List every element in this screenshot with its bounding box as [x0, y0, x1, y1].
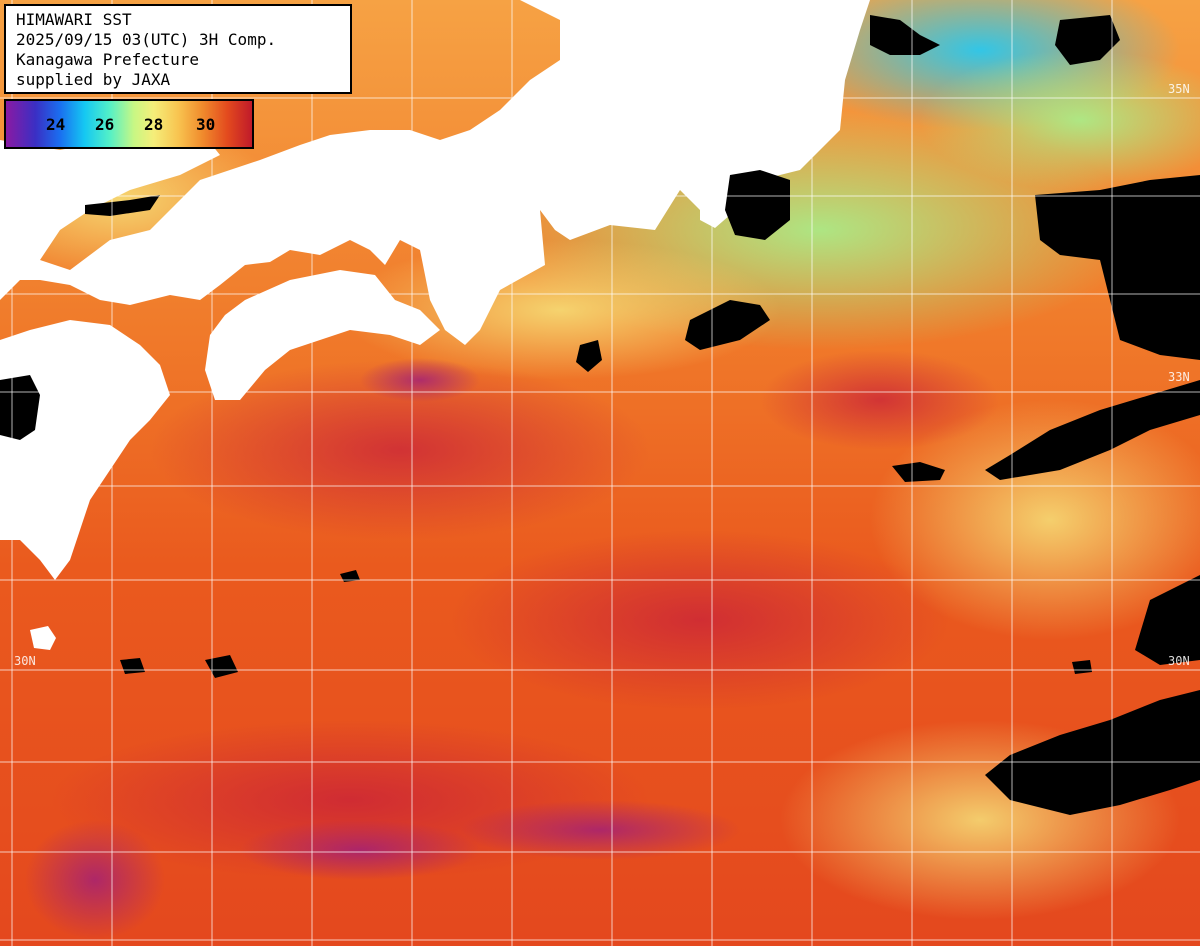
- warm-patch: [450, 530, 950, 710]
- shikoku-land: [205, 270, 440, 400]
- lat-label-35n-right: 35N: [1168, 82, 1190, 96]
- title-product: HIMAWARI SST: [16, 10, 132, 29]
- kyushu-land: [0, 320, 170, 580]
- title-box: HIMAWARI SST 2025/09/15 03(UTC) 3H Comp.…: [4, 4, 352, 94]
- hot-patch: [25, 820, 165, 940]
- legend-tick-24: 24: [46, 115, 66, 134]
- cloud-mask: [0, 15, 1200, 815]
- honshu-land: [0, 0, 870, 345]
- hot-patch: [360, 358, 480, 402]
- cool-north-band: [920, 50, 1200, 190]
- legend-tick-26: 26: [95, 115, 115, 134]
- warm-patch: [760, 350, 1000, 450]
- warm-patch: [150, 360, 650, 540]
- lat-label-33n-right: 33N: [1168, 370, 1190, 384]
- lat-label-30n-right: 30N: [1168, 654, 1190, 668]
- tanegashima-land: [30, 626, 56, 650]
- color-scale-legend: 24 26 28 30: [4, 99, 254, 149]
- title-region: Kanagawa Prefecture: [16, 50, 200, 69]
- lat-label-30n-left: 30N: [14, 654, 36, 668]
- izu-peninsula-land: [700, 190, 730, 228]
- hot-patch: [460, 800, 740, 860]
- title-credit: supplied by JAXA: [16, 70, 171, 89]
- legend-tick-30: 30: [196, 115, 216, 134]
- legend-tick-28: 28: [144, 115, 164, 134]
- hot-patch: [240, 820, 480, 880]
- title-timestamp: 2025/09/15 03(UTC) 3H Comp.: [16, 30, 277, 49]
